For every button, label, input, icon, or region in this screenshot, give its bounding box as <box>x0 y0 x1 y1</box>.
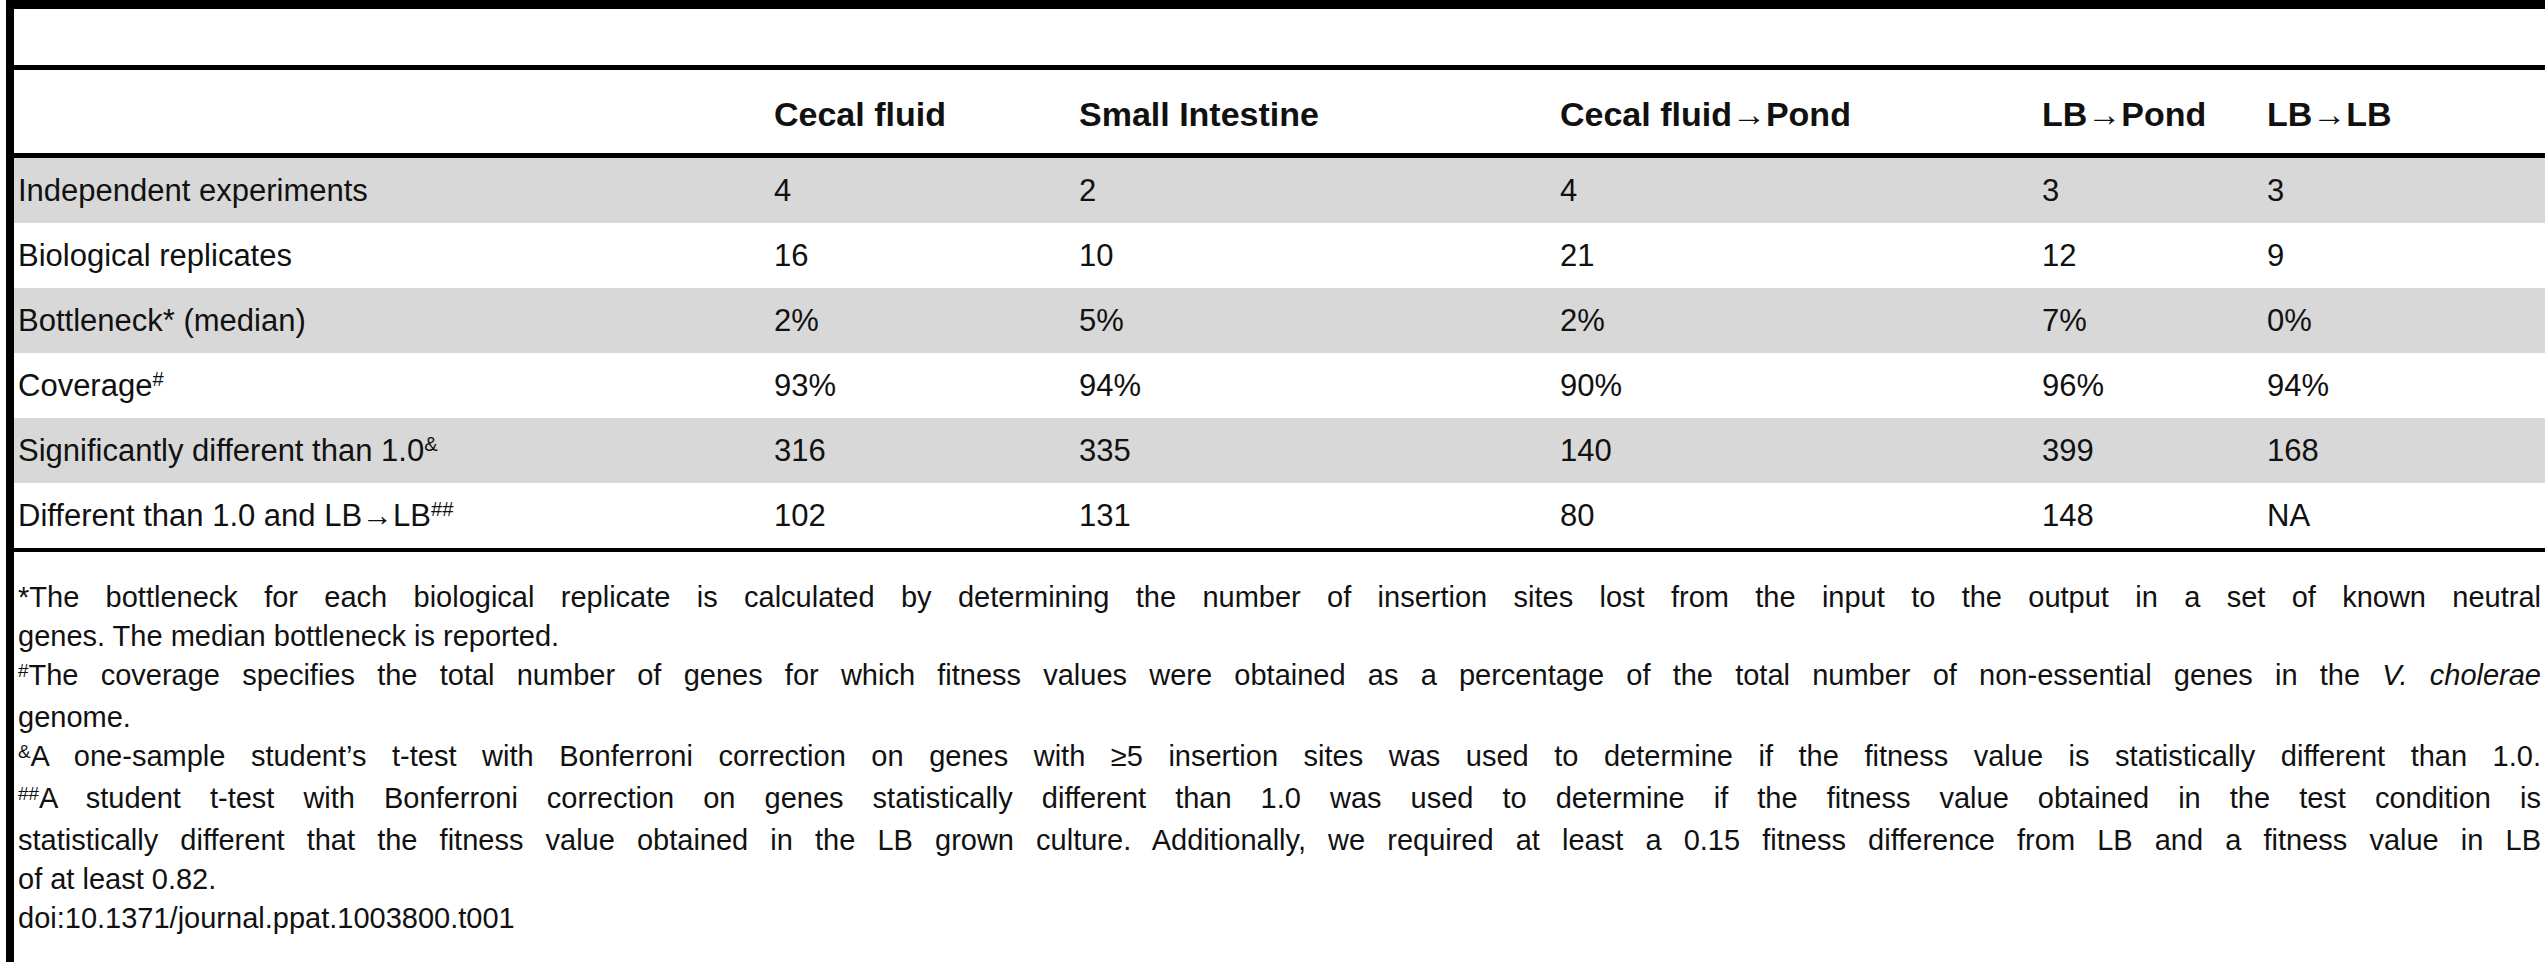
cell-value: 399 <box>2038 418 2263 483</box>
footnote-text: The bottleneck for each biological repli… <box>29 581 2541 613</box>
table-top-rule <box>14 0 2545 9</box>
table-row: Coverage#93%94%90%96%94% <box>14 353 2545 418</box>
cell-value: 16 <box>770 223 1075 288</box>
footnote-line: *The bottleneck for each biological repl… <box>18 578 2541 617</box>
footnote-text: A student t-test with Bonferroni correct… <box>39 782 2541 814</box>
cell-value: 21 <box>1556 223 2038 288</box>
footnote-marker: # <box>152 368 163 390</box>
footnote-line: ##A student t-test with Bonferroni corre… <box>18 779 2541 821</box>
cell-value: 94% <box>1075 353 1556 418</box>
footnote-line: genes. The median bottleneck is reported… <box>18 617 2541 656</box>
footnote-marker: * <box>18 581 29 613</box>
cell-value: 7% <box>2038 288 2263 353</box>
footnote-text: A one-sample student’s t-test with Bonfe… <box>31 740 2541 772</box>
row-label: Coverage# <box>14 353 770 418</box>
footnote-marker: # <box>18 660 28 681</box>
header-row: Cecal fluidSmall IntestineCecal fluid→Po… <box>14 70 2545 156</box>
column-header: Cecal fluid→Pond <box>1556 70 2038 156</box>
footnote-text: The coverage specifies the total number … <box>28 659 2382 691</box>
footnote-line: genome. <box>18 698 2541 737</box>
row-label-header <box>14 70 770 156</box>
cell-value: 4 <box>1556 156 2038 224</box>
cell-value: 3 <box>2263 156 2545 224</box>
table-content: Cecal fluidSmall IntestineCecal fluid→Po… <box>14 0 2545 938</box>
table-row: Different than 1.0 and LB→LB##1021318014… <box>14 483 2545 548</box>
cell-value: 168 <box>2263 418 2545 483</box>
footnote-marker: ## <box>18 783 39 804</box>
footnote-line: &A one-sample student’s t-test with Bonf… <box>18 737 2541 779</box>
table-row: Bottleneck* (median)2%5%2%7%0% <box>14 288 2545 353</box>
cell-value: 9 <box>2263 223 2545 288</box>
cell-value: 2 <box>1075 156 1556 224</box>
doi-line: doi:10.1371/journal.ppat.1003800.t001 <box>14 899 2545 938</box>
column-header: LB→LB <box>2263 70 2545 156</box>
cell-value: 94% <box>2263 353 2545 418</box>
left-border-rule <box>6 0 14 962</box>
footnote-text: V. cholerae <box>2382 659 2541 691</box>
results-table: Cecal fluidSmall IntestineCecal fluid→Po… <box>14 70 2545 548</box>
cell-value: 80 <box>1556 483 2038 548</box>
table-row: Significantly different than 1.0&3163351… <box>14 418 2545 483</box>
footnote-text: statistically different that the fitness… <box>18 824 2541 856</box>
footnote-marker: ## <box>431 498 453 520</box>
row-label: Different than 1.0 and LB→LB## <box>14 483 770 548</box>
table-row: Biological replicates161021129 <box>14 223 2545 288</box>
column-header: Small Intestine <box>1075 70 1556 156</box>
footnote-text: genome. <box>18 701 131 733</box>
column-header: Cecal fluid <box>770 70 1075 156</box>
cell-value: 148 <box>2038 483 2263 548</box>
cell-value: 140 <box>1556 418 2038 483</box>
cell-value: 316 <box>770 418 1075 483</box>
cell-value: 131 <box>1075 483 1556 548</box>
row-label: Significantly different than 1.0& <box>14 418 770 483</box>
cell-value: 96% <box>2038 353 2263 418</box>
footnote-marker: & <box>424 433 437 455</box>
cell-value: 90% <box>1556 353 2038 418</box>
table-row: Independent experiments42433 <box>14 156 2545 224</box>
footnotes: *The bottleneck for each biological repl… <box>14 552 2541 899</box>
cell-value: 12 <box>2038 223 2263 288</box>
table-body: Independent experiments42433Biological r… <box>14 156 2545 549</box>
cell-value: 10 <box>1075 223 1556 288</box>
row-label: Independent experiments <box>14 156 770 224</box>
table-title-gap <box>14 9 2545 65</box>
row-label: Bottleneck* (median) <box>14 288 770 353</box>
cell-value: 93% <box>770 353 1075 418</box>
table-figure: Cecal fluidSmall IntestineCecal fluid→Po… <box>0 0 2545 970</box>
cell-value: NA <box>2263 483 2545 548</box>
footnote-text: genes. The median bottleneck is reported… <box>18 620 559 652</box>
footnote-line: #The coverage specifies the total number… <box>18 656 2541 698</box>
cell-value: 5% <box>1075 288 1556 353</box>
footnote-line: statistically different that the fitness… <box>18 821 2541 860</box>
cell-value: 2% <box>770 288 1075 353</box>
cell-value: 4 <box>770 156 1075 224</box>
footnote-line: of at least 0.82. <box>18 860 2541 899</box>
cell-value: 0% <box>2263 288 2545 353</box>
cell-value: 335 <box>1075 418 1556 483</box>
row-label: Biological replicates <box>14 223 770 288</box>
footnote-text: of at least 0.82. <box>18 863 216 895</box>
footnote-marker: & <box>18 741 31 762</box>
column-header: LB→Pond <box>2038 70 2263 156</box>
cell-value: 2% <box>1556 288 2038 353</box>
cell-value: 102 <box>770 483 1075 548</box>
cell-value: 3 <box>2038 156 2263 224</box>
